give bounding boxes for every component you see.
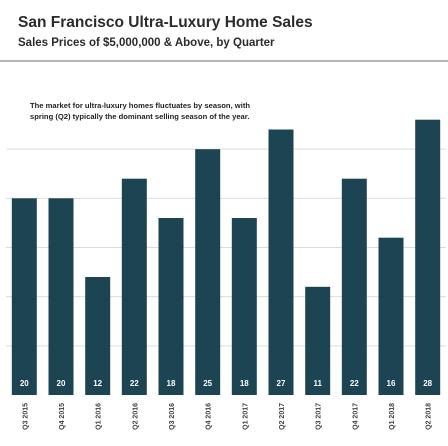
bar-q1-2016 xyxy=(85,277,111,395)
x-tick-label: Q1 2017 xyxy=(242,403,249,430)
bar-q2-2017 xyxy=(268,129,294,395)
bar-q4-2015 xyxy=(48,198,74,395)
bar-q1-2018 xyxy=(378,237,404,395)
bars xyxy=(11,119,441,395)
bar-q3-2016 xyxy=(158,218,184,395)
bar-q3-2015 xyxy=(11,198,37,395)
bar-q4-2016 xyxy=(195,149,221,395)
x-tick-label: Q4 2015 xyxy=(59,403,66,430)
chart-annotation: The market for ultra-luxury homes fluctu… xyxy=(30,101,250,121)
x-tick-label: Q4 2016 xyxy=(206,403,213,430)
data-label: 11 xyxy=(313,379,322,388)
x-axis-ticks: Q3 2015 Q4 2015 Q1 2016 Q2 2016 Q3 2016 Q4 20… xyxy=(22,403,432,430)
data-label: 22 xyxy=(130,379,139,388)
data-label: 25 xyxy=(203,379,212,388)
data-label: 28 xyxy=(423,379,432,388)
header-divider xyxy=(0,60,448,62)
gridlines xyxy=(6,148,446,347)
x-tick-label: Q1 2018 xyxy=(389,403,396,430)
x-tick-label: Q3 2016 xyxy=(169,403,176,430)
bar-q3-2017 xyxy=(305,286,331,395)
data-label: 18 xyxy=(240,379,249,388)
x-tick-label: Q4 2017 xyxy=(352,403,359,430)
x-tick-label: Q2 2018 xyxy=(426,403,433,430)
x-tick-label: Q3 2015 xyxy=(22,403,29,430)
data-labels: 20 20 12 22 18 25 18 27 11 22 16 28 xyxy=(20,379,433,388)
bar-q2-2016 xyxy=(121,178,147,395)
data-label: 22 xyxy=(350,379,359,388)
data-label: 12 xyxy=(93,379,102,388)
chart-subtitle: Sales Prices of $5,000,000 & Above, by Q… xyxy=(18,37,275,49)
data-label: 16 xyxy=(387,379,396,388)
bar-q2-2018 xyxy=(415,119,441,395)
data-label: 20 xyxy=(20,379,29,388)
x-tick-label: Q3 2017 xyxy=(316,403,323,430)
chart-title: San Francisco Ultra-Luxury Home Sales xyxy=(18,14,313,31)
x-tick-label: Q1 2016 xyxy=(96,403,103,430)
bar-q1-2017 xyxy=(231,218,257,395)
data-label: 20 xyxy=(57,379,66,388)
data-label: 18 xyxy=(167,379,176,388)
data-label: 27 xyxy=(277,379,286,388)
x-tick-label: Q2 2017 xyxy=(279,403,286,430)
bar-q4-2017 xyxy=(341,178,367,395)
x-tick-label: Q2 2016 xyxy=(132,403,139,430)
